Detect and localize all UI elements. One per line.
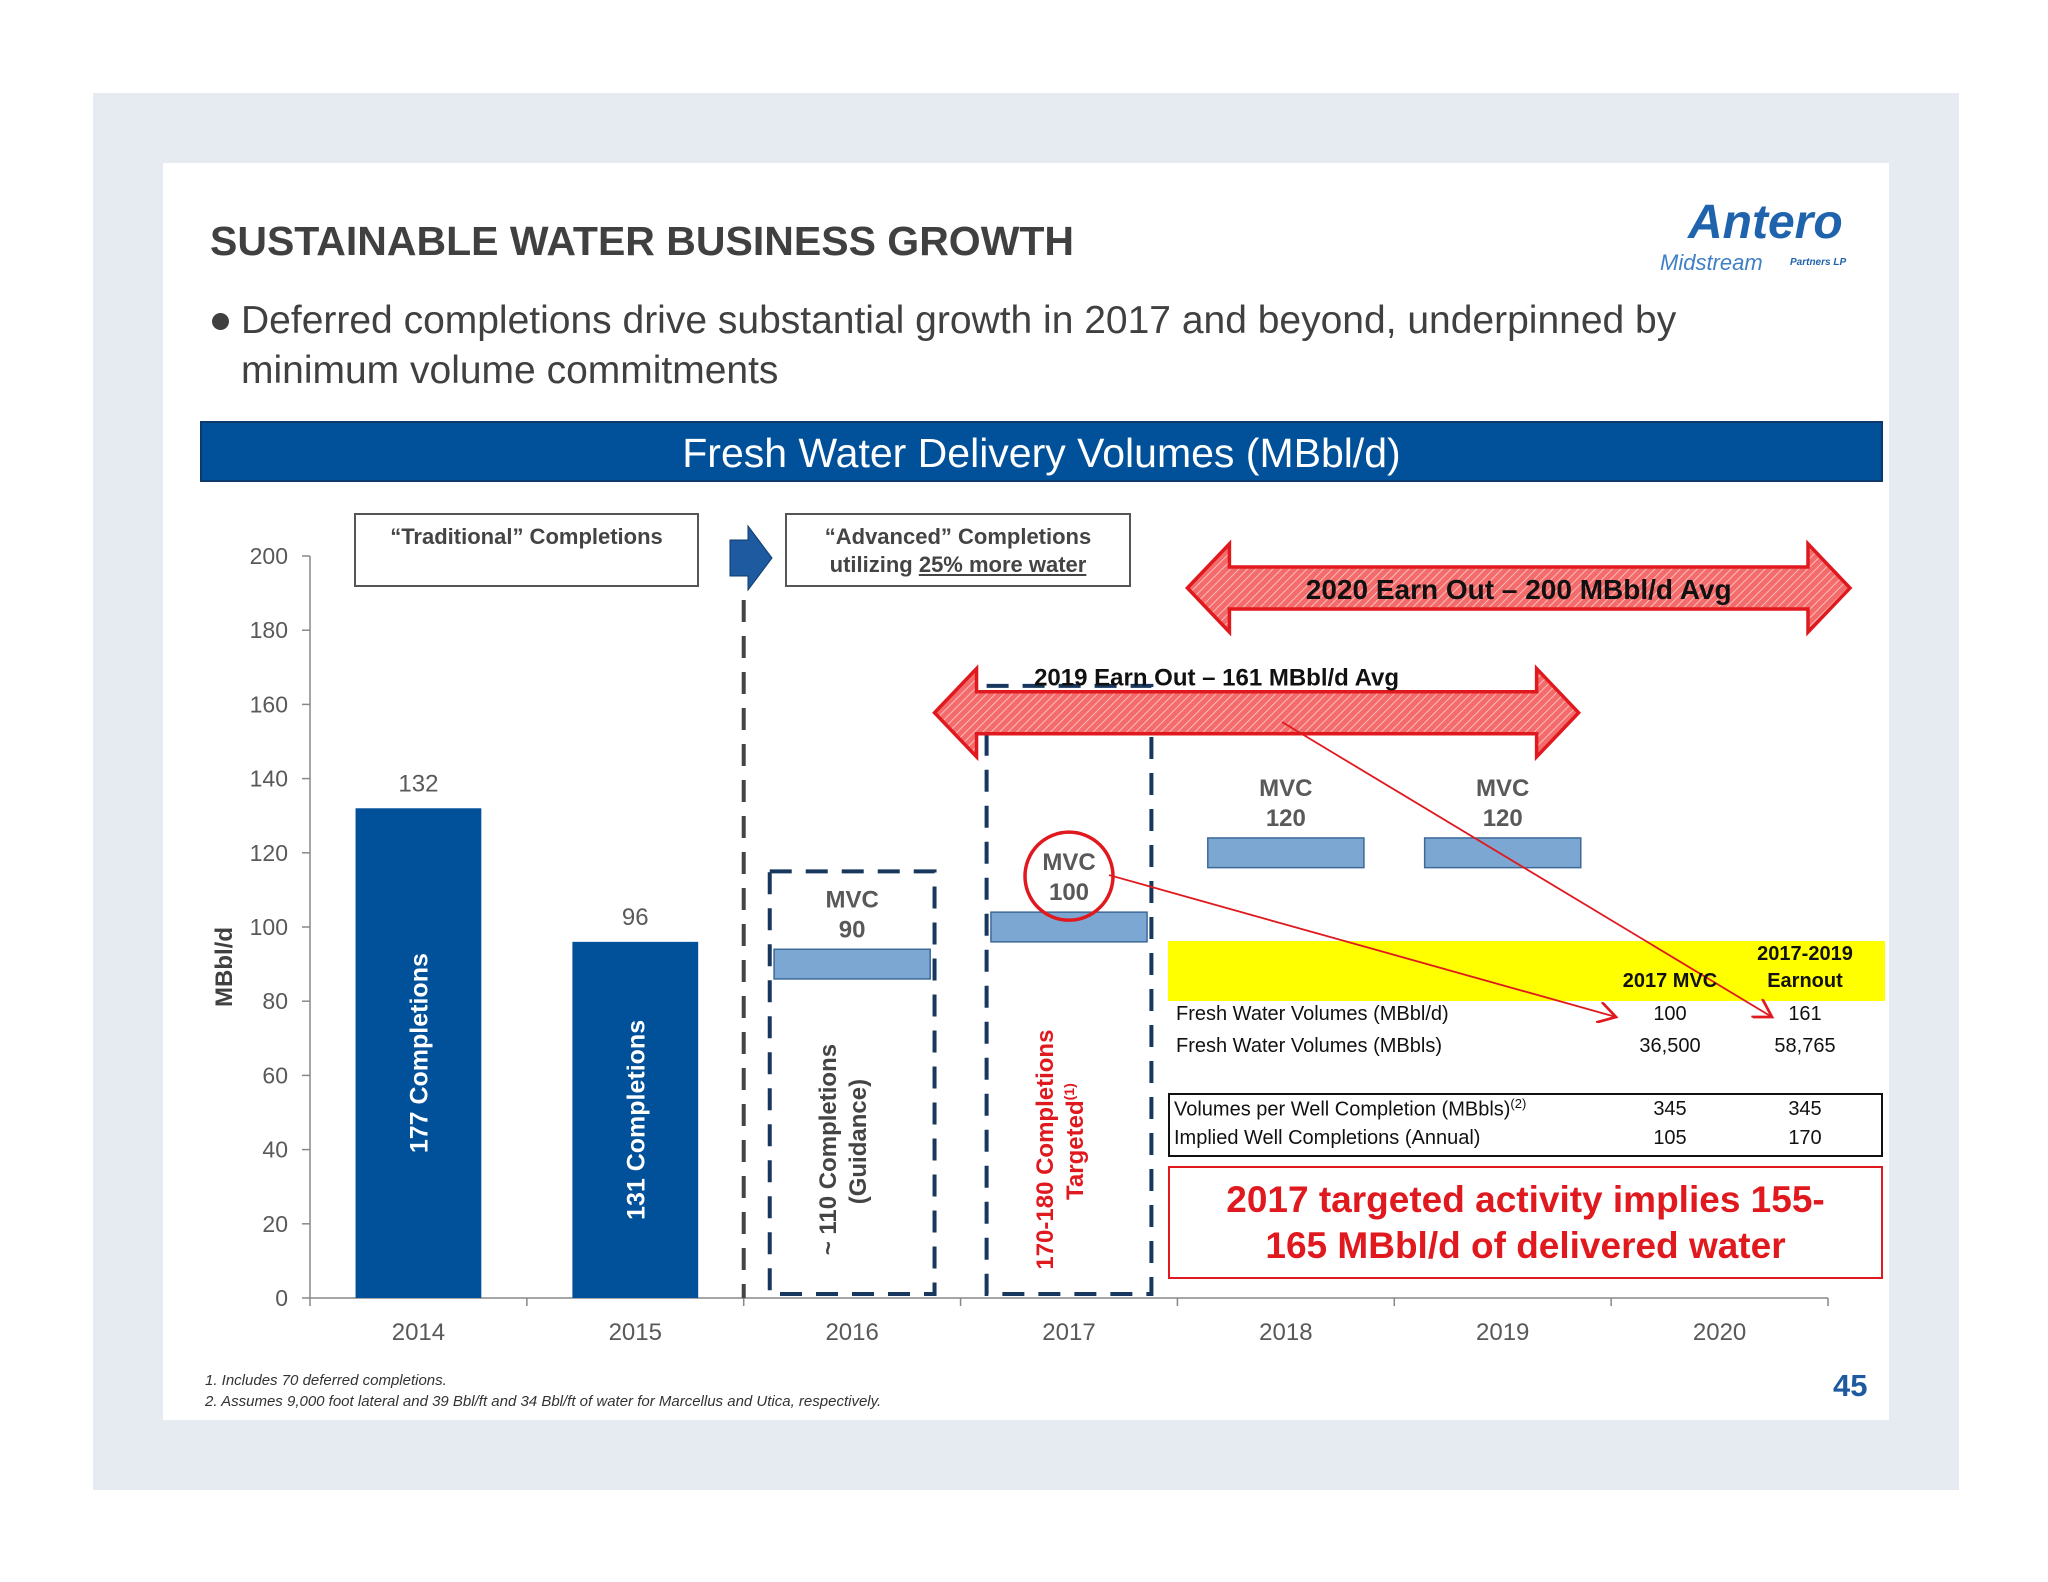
y-axis-label: MBbl/d (211, 927, 238, 1007)
bar-value-label: 132 (398, 770, 438, 797)
y-tick-label: 60 (262, 1062, 288, 1088)
slide-title: SUSTAINABLE WATER BUSINESS GROWTH (210, 218, 1075, 264)
dashed-box-text-line2: (Guidance) (845, 1079, 872, 1204)
antero-logo: Antero (1688, 196, 1843, 249)
table-boxed-rows (1168, 1093, 1883, 1157)
y-tick-label: 140 (250, 766, 288, 792)
advanced-completions-box: “Advanced” Completions utilizing 25% mor… (785, 513, 1131, 587)
logo-suffix: Partners LP (1790, 257, 1847, 268)
earnout-2020-arrow (1185, 539, 1853, 637)
callout-line-2: 165 MBbl/d of delivered water (1265, 1225, 1786, 1266)
y-tick-label: 160 (250, 691, 288, 717)
x-tick-label: 2015 (609, 1319, 662, 1346)
mvc-bar-2018 (1207, 837, 1365, 869)
traditional-completions-box: “Traditional” Completions (354, 513, 699, 587)
advance-arrow-icon (729, 524, 773, 592)
traditional-label: “Traditional” Completions (390, 524, 663, 549)
table-col-header-earnout: Earnout (1767, 970, 1843, 992)
y-tick-label: 100 (250, 914, 288, 940)
footnotes: 1. Includes 70 deferred completions. 2. … (205, 1370, 881, 1412)
callout-line-1: 2017 targeted activity implies 155- (1226, 1179, 1825, 1220)
mvc-bar-2017 (990, 911, 1148, 943)
bar-value-label: 96 (622, 904, 649, 931)
bar-2015 (572, 941, 699, 1298)
dashed-box-2016 (767, 869, 937, 1296)
dashed-box-text-line1: 170-180 Completions (1032, 1030, 1059, 1270)
page-number: 45 (1833, 1368, 1868, 1403)
footnote-2: 2. Assumes 9,000 foot lateral and 39 Bbl… (205, 1393, 882, 1410)
y-tick-label: 0 (275, 1285, 288, 1311)
table-row-label-text: Volumes per Well Completion (MBbls) (1174, 1098, 1511, 1121)
table-row-label: Volumes per Well Completion (MBbls)(2) (1174, 1096, 1526, 1122)
footnote-1: 1. Includes 70 deferred completions. (205, 1372, 447, 1389)
mvc-label-line2: 120 (1266, 805, 1306, 832)
bar-completions-label: 177 Completions (405, 953, 433, 1153)
advanced-label-line1: “Advanced” Completions (824, 524, 1092, 549)
y-tick-label: 180 (250, 617, 288, 643)
table-cell: 345 (1788, 1098, 1822, 1120)
mvc-label-line2: 90 (839, 916, 866, 943)
dashed-box-text-line2: Targeted(1) (1061, 1083, 1089, 1200)
table-footnote-ref: (2) (1510, 1096, 1527, 1111)
bar-completions-label: 131 Completions (622, 1020, 650, 1220)
table-cell: 100 (1653, 1003, 1687, 1025)
x-tick-label: 2014 (392, 1319, 445, 1346)
mvc-label-line1: MVC (1259, 775, 1312, 802)
mvc-label-line2: 120 (1483, 805, 1523, 832)
table-cell: 170 (1788, 1127, 1822, 1149)
table-row-label: Fresh Water Volumes (MBbls) (1176, 1035, 1442, 1057)
earnout-2019-arrow (932, 664, 1582, 762)
advanced-prefix: utilizing (829, 552, 919, 577)
y-tick-label: 40 (262, 1137, 288, 1163)
x-tick-label: 2019 (1476, 1319, 1529, 1346)
mvc-bar-2016 (773, 948, 931, 980)
y-tick-label: 80 (262, 988, 288, 1014)
pointer-line-earnout (1281, 721, 1772, 1017)
bullet-text: Deferred completions drive substantial g… (241, 299, 1677, 392)
advanced-underlined: 25% more water (918, 552, 1087, 577)
y-tick-label: 120 (250, 840, 288, 866)
bar-2014 (355, 808, 482, 1298)
bullet-dot (212, 313, 229, 330)
table-row-label: Implied Well Completions (Annual) (1174, 1127, 1481, 1149)
earnout-2020-label: 2020 Earn Out – 200 MBbl/d Avg (1306, 574, 1732, 605)
mvc-label-line2: 100 (1049, 879, 1089, 906)
table-col-header-earnout-years: 2017-2019 (1757, 943, 1853, 965)
y-tick-label: 20 (262, 1211, 288, 1237)
pointer-line-mvc (1108, 874, 1616, 1017)
dashed-box-2017 (984, 683, 1154, 1296)
chart-banner: Fresh Water Delivery Volumes (MBbl/d) (200, 421, 1883, 482)
callout-box (1168, 1166, 1883, 1279)
mvc-label-line1: MVC (1476, 775, 1529, 802)
x-tick-label: 2016 (825, 1319, 878, 1346)
advanced-label-line2: utilizing 25% more water (787, 551, 1129, 579)
x-tick-label: 2017 (1042, 1319, 1095, 1346)
table-cell: 345 (1653, 1098, 1687, 1120)
table-cell: 105 (1653, 1127, 1687, 1149)
mvc-label-line1: MVC (1042, 849, 1095, 876)
table-col-header-mvc: 2017 MVC (1622, 970, 1718, 992)
x-tick-label: 2018 (1259, 1319, 1312, 1346)
table-cell: 58,765 (1774, 1035, 1836, 1057)
x-tick-label: 2020 (1693, 1319, 1746, 1346)
table-row-label: Fresh Water Volumes (MBbl/d) (1176, 1003, 1449, 1025)
logo-subtitle: Midstream (1660, 250, 1763, 275)
table-cell: 161 (1788, 1003, 1822, 1025)
mvc-bar-2019 (1423, 837, 1582, 869)
y-tick-label: 200 (250, 543, 288, 569)
footnote-ref: (1) (1061, 1083, 1077, 1100)
earnout-2019-label: 2019 Earn Out – 161 MBbl/d Avg (1034, 665, 1399, 692)
dashed-box-text-line1: ~ 110 Completions (815, 1044, 842, 1255)
table-cell: 36,500 (1639, 1035, 1701, 1057)
callout-text: 2017 targeted activity implies 155- 165 … (1168, 1177, 1883, 1269)
mvc-label-line1: MVC (825, 886, 878, 913)
table-header-band (1168, 941, 1885, 1001)
